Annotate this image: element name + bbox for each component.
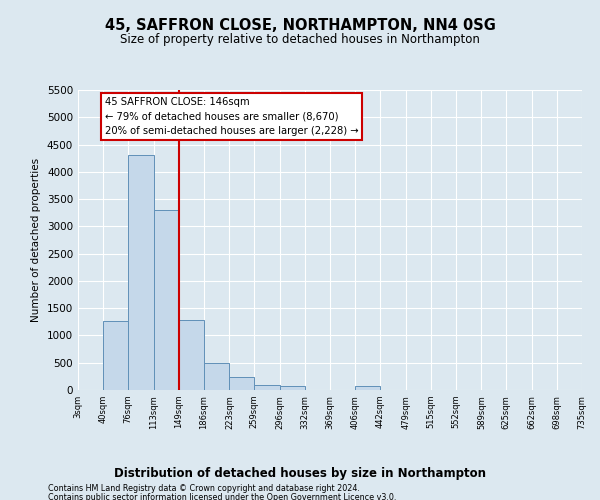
Text: Contains public sector information licensed under the Open Government Licence v3: Contains public sector information licen…: [48, 492, 397, 500]
Bar: [128, 156, 154, 390]
Bar: [229, 377, 254, 390]
Bar: [280, 386, 305, 390]
Text: Distribution of detached houses by size in Northampton: Distribution of detached houses by size …: [114, 468, 486, 480]
Bar: [179, 320, 204, 390]
Text: 45 SAFFRON CLOSE: 146sqm
← 79% of detached houses are smaller (8,670)
20% of sem: 45 SAFFRON CLOSE: 146sqm ← 79% of detach…: [105, 96, 358, 136]
Bar: [254, 385, 280, 390]
Bar: [154, 210, 179, 390]
Bar: [204, 364, 229, 390]
Text: Size of property relative to detached houses in Northampton: Size of property relative to detached ho…: [120, 32, 480, 46]
Y-axis label: Number of detached properties: Number of detached properties: [31, 158, 41, 322]
Bar: [103, 320, 128, 390]
Text: 45, SAFFRON CLOSE, NORTHAMPTON, NN4 0SG: 45, SAFFRON CLOSE, NORTHAMPTON, NN4 0SG: [104, 18, 496, 32]
Text: Contains HM Land Registry data © Crown copyright and database right 2024.: Contains HM Land Registry data © Crown c…: [48, 484, 360, 493]
Bar: [355, 386, 380, 390]
